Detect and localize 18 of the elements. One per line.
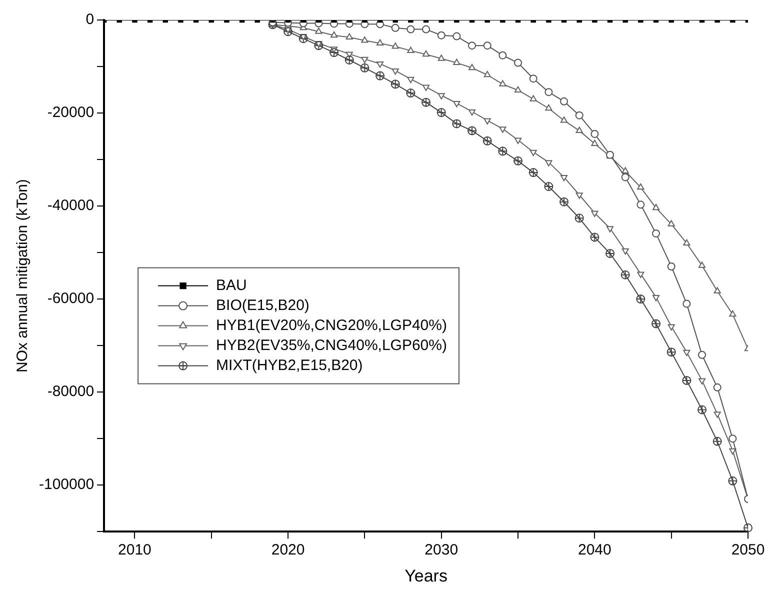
y-tick-label: -100000 xyxy=(38,476,94,494)
y-axis-title: NOx annual mitigation (kTon) xyxy=(14,179,32,373)
y-tick-label: -60000 xyxy=(47,290,94,308)
y-tick-label: -20000 xyxy=(47,104,94,122)
x-axis-title: Years xyxy=(404,566,448,586)
legend-label: BAU xyxy=(216,276,247,294)
legend-label: HYB2(EV35%,CNG40%,LGP60%) xyxy=(216,336,447,354)
x-tick-label: 2030 xyxy=(424,542,458,559)
legend-label: BIO(E15,B20) xyxy=(216,296,310,314)
x-tick-label: 2050 xyxy=(731,542,765,559)
legend-label: MIXT(HYB2,E15,B20) xyxy=(216,356,363,374)
x-tick-label: 2010 xyxy=(118,542,152,559)
legend-label: HYB1(EV20%,CNG20%,LGP40%) xyxy=(216,316,447,334)
y-tick-label: -80000 xyxy=(47,383,94,400)
y-tick-label: 0 xyxy=(86,11,94,28)
x-tick-label: 2020 xyxy=(271,542,305,559)
y-tick-label: -40000 xyxy=(47,197,94,214)
x-tick-label: 2040 xyxy=(578,542,612,559)
